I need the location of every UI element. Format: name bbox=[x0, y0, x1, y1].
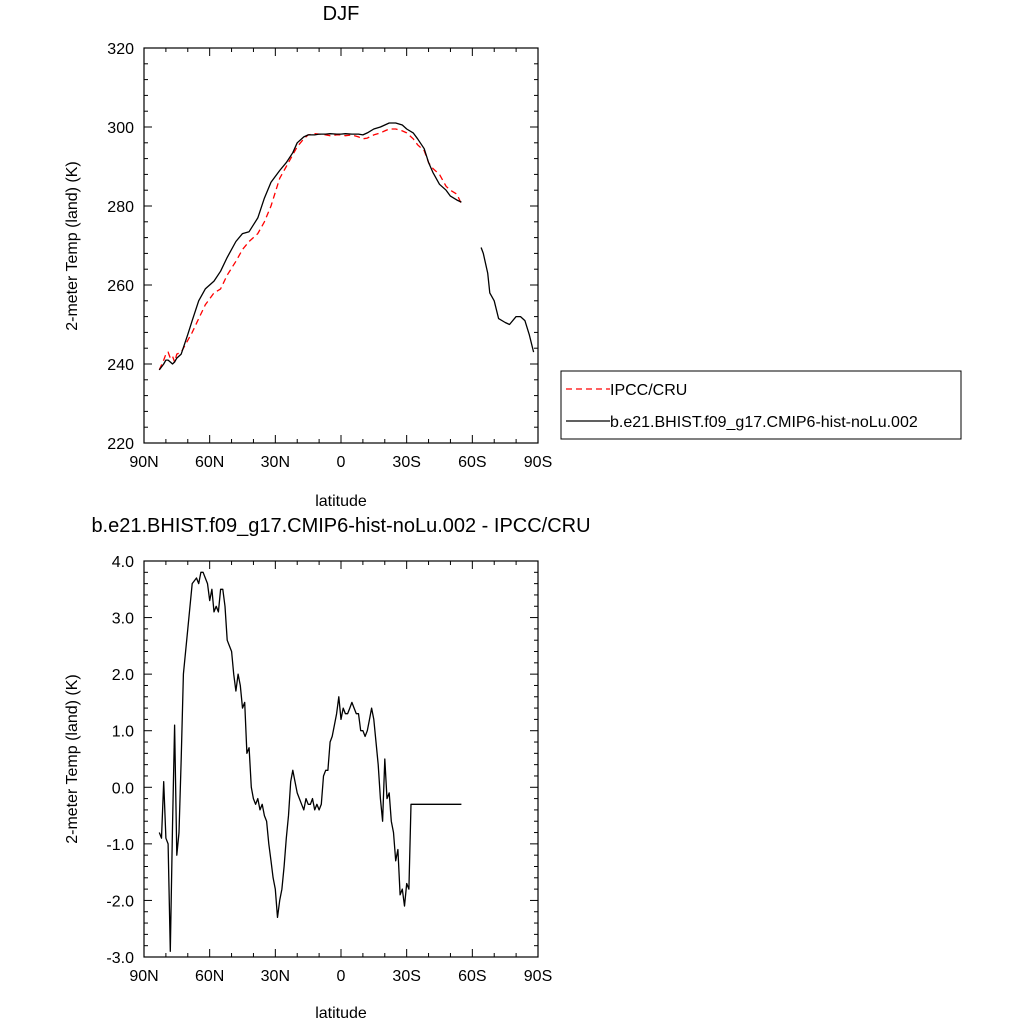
bottom-chart-y-axis-label: 2-meter Temp (land) (K) bbox=[64, 674, 81, 844]
top-chart-plot-area: 90N 60N 30N 0 30S 60S 90S 220 240 260 280 300 320 bbox=[107, 41, 552, 471]
bottom-chart-x-tick-label: 90S bbox=[524, 968, 552, 985]
top-chart-y-tick-label: 260 bbox=[107, 278, 134, 295]
bottom-chart-y-tick-label: 2.0 bbox=[112, 667, 134, 684]
legend-label-model: b.e21.BHIST.f09_g17.CMIP6-hist-noLu.002 bbox=[610, 414, 918, 431]
bottom-chart-y-tick-label: 3.0 bbox=[112, 611, 134, 628]
bottom-chart-y-tick-label: 4.0 bbox=[112, 554, 134, 571]
top-chart-y-tick-label: 280 bbox=[107, 199, 134, 216]
bottom-chart-y-tick-label: 0.0 bbox=[112, 780, 134, 797]
top-chart-legend: IPCC/CRU b.e21.BHIST.f09_g17.CMIP6-hist-… bbox=[560, 370, 962, 440]
legend-box bbox=[560, 370, 962, 440]
top-chart-y-axis-label: 2-meter Temp (land) (K) bbox=[64, 161, 81, 331]
bottom-chart-x-tick-label: 60N bbox=[195, 968, 224, 985]
top-chart-x-tick-label: 60N bbox=[195, 454, 224, 471]
bottom-chart-y-tick-label: -2.0 bbox=[106, 893, 134, 910]
top-chart-panel: DJF 90N 60N 30N 0 30S 60S 90S 220 240 260 280 300 32… bbox=[64, 3, 962, 510]
top-chart-frame bbox=[143, 47, 539, 444]
top-chart-x-tick-label: 0 bbox=[337, 454, 346, 471]
top-chart-series-line-0 bbox=[158, 128, 462, 371]
top-chart-y-tick-label: 220 bbox=[107, 436, 134, 453]
top-chart-y-tick-label: 300 bbox=[107, 120, 134, 137]
legend-label-ipcc-cru: IPCC/CRU bbox=[610, 382, 687, 399]
bottom-chart-x-tick-label: 60S bbox=[458, 968, 486, 985]
bottom-chart-frame bbox=[143, 560, 539, 958]
top-chart-x-tick-label: 30S bbox=[392, 454, 420, 471]
bottom-chart-panel: b.e21.BHIST.f09_g17.CMIP6-hist-noLu.002 … bbox=[64, 515, 591, 1022]
bottom-chart-y-tick-label: -1.0 bbox=[106, 837, 134, 854]
bottom-chart-x-tick-label: 90N bbox=[129, 968, 158, 985]
bottom-chart-y-tick-label: 1.0 bbox=[112, 724, 134, 741]
top-chart-title: DJF bbox=[323, 3, 360, 25]
top-chart-x-axis-label: latitude bbox=[315, 493, 367, 510]
bottom-chart-title: b.e21.BHIST.f09_g17.CMIP6-hist-noLu.002 … bbox=[91, 515, 590, 537]
bottom-chart-plot-area: 90N 60N 30N 0 30S 60S 90S -3.0 -2.0 -1.0 0.0 1.0 2.0… bbox=[106, 554, 552, 985]
bottom-chart-x-axis-label: latitude bbox=[315, 1005, 367, 1022]
bottom-chart-y-tick-label: -3.0 bbox=[106, 950, 134, 967]
bottom-chart-x-tick-label: 30N bbox=[261, 968, 290, 985]
top-chart-x-tick-label: 90S bbox=[524, 454, 552, 471]
bottom-chart-x-tick-label: 30S bbox=[392, 968, 420, 985]
top-chart-y-tick-label: 320 bbox=[107, 41, 134, 58]
bottom-chart-series-line-0 bbox=[158, 571, 462, 952]
top-chart-x-tick-label: 90N bbox=[129, 454, 158, 471]
top-chart-x-tick-label: 60S bbox=[458, 454, 486, 471]
top-chart-series-line-1 bbox=[158, 122, 535, 371]
top-chart-x-tick-label: 30N bbox=[261, 454, 290, 471]
top-chart-y-tick-label: 240 bbox=[107, 357, 134, 374]
bottom-chart-x-tick-label: 0 bbox=[337, 968, 346, 985]
